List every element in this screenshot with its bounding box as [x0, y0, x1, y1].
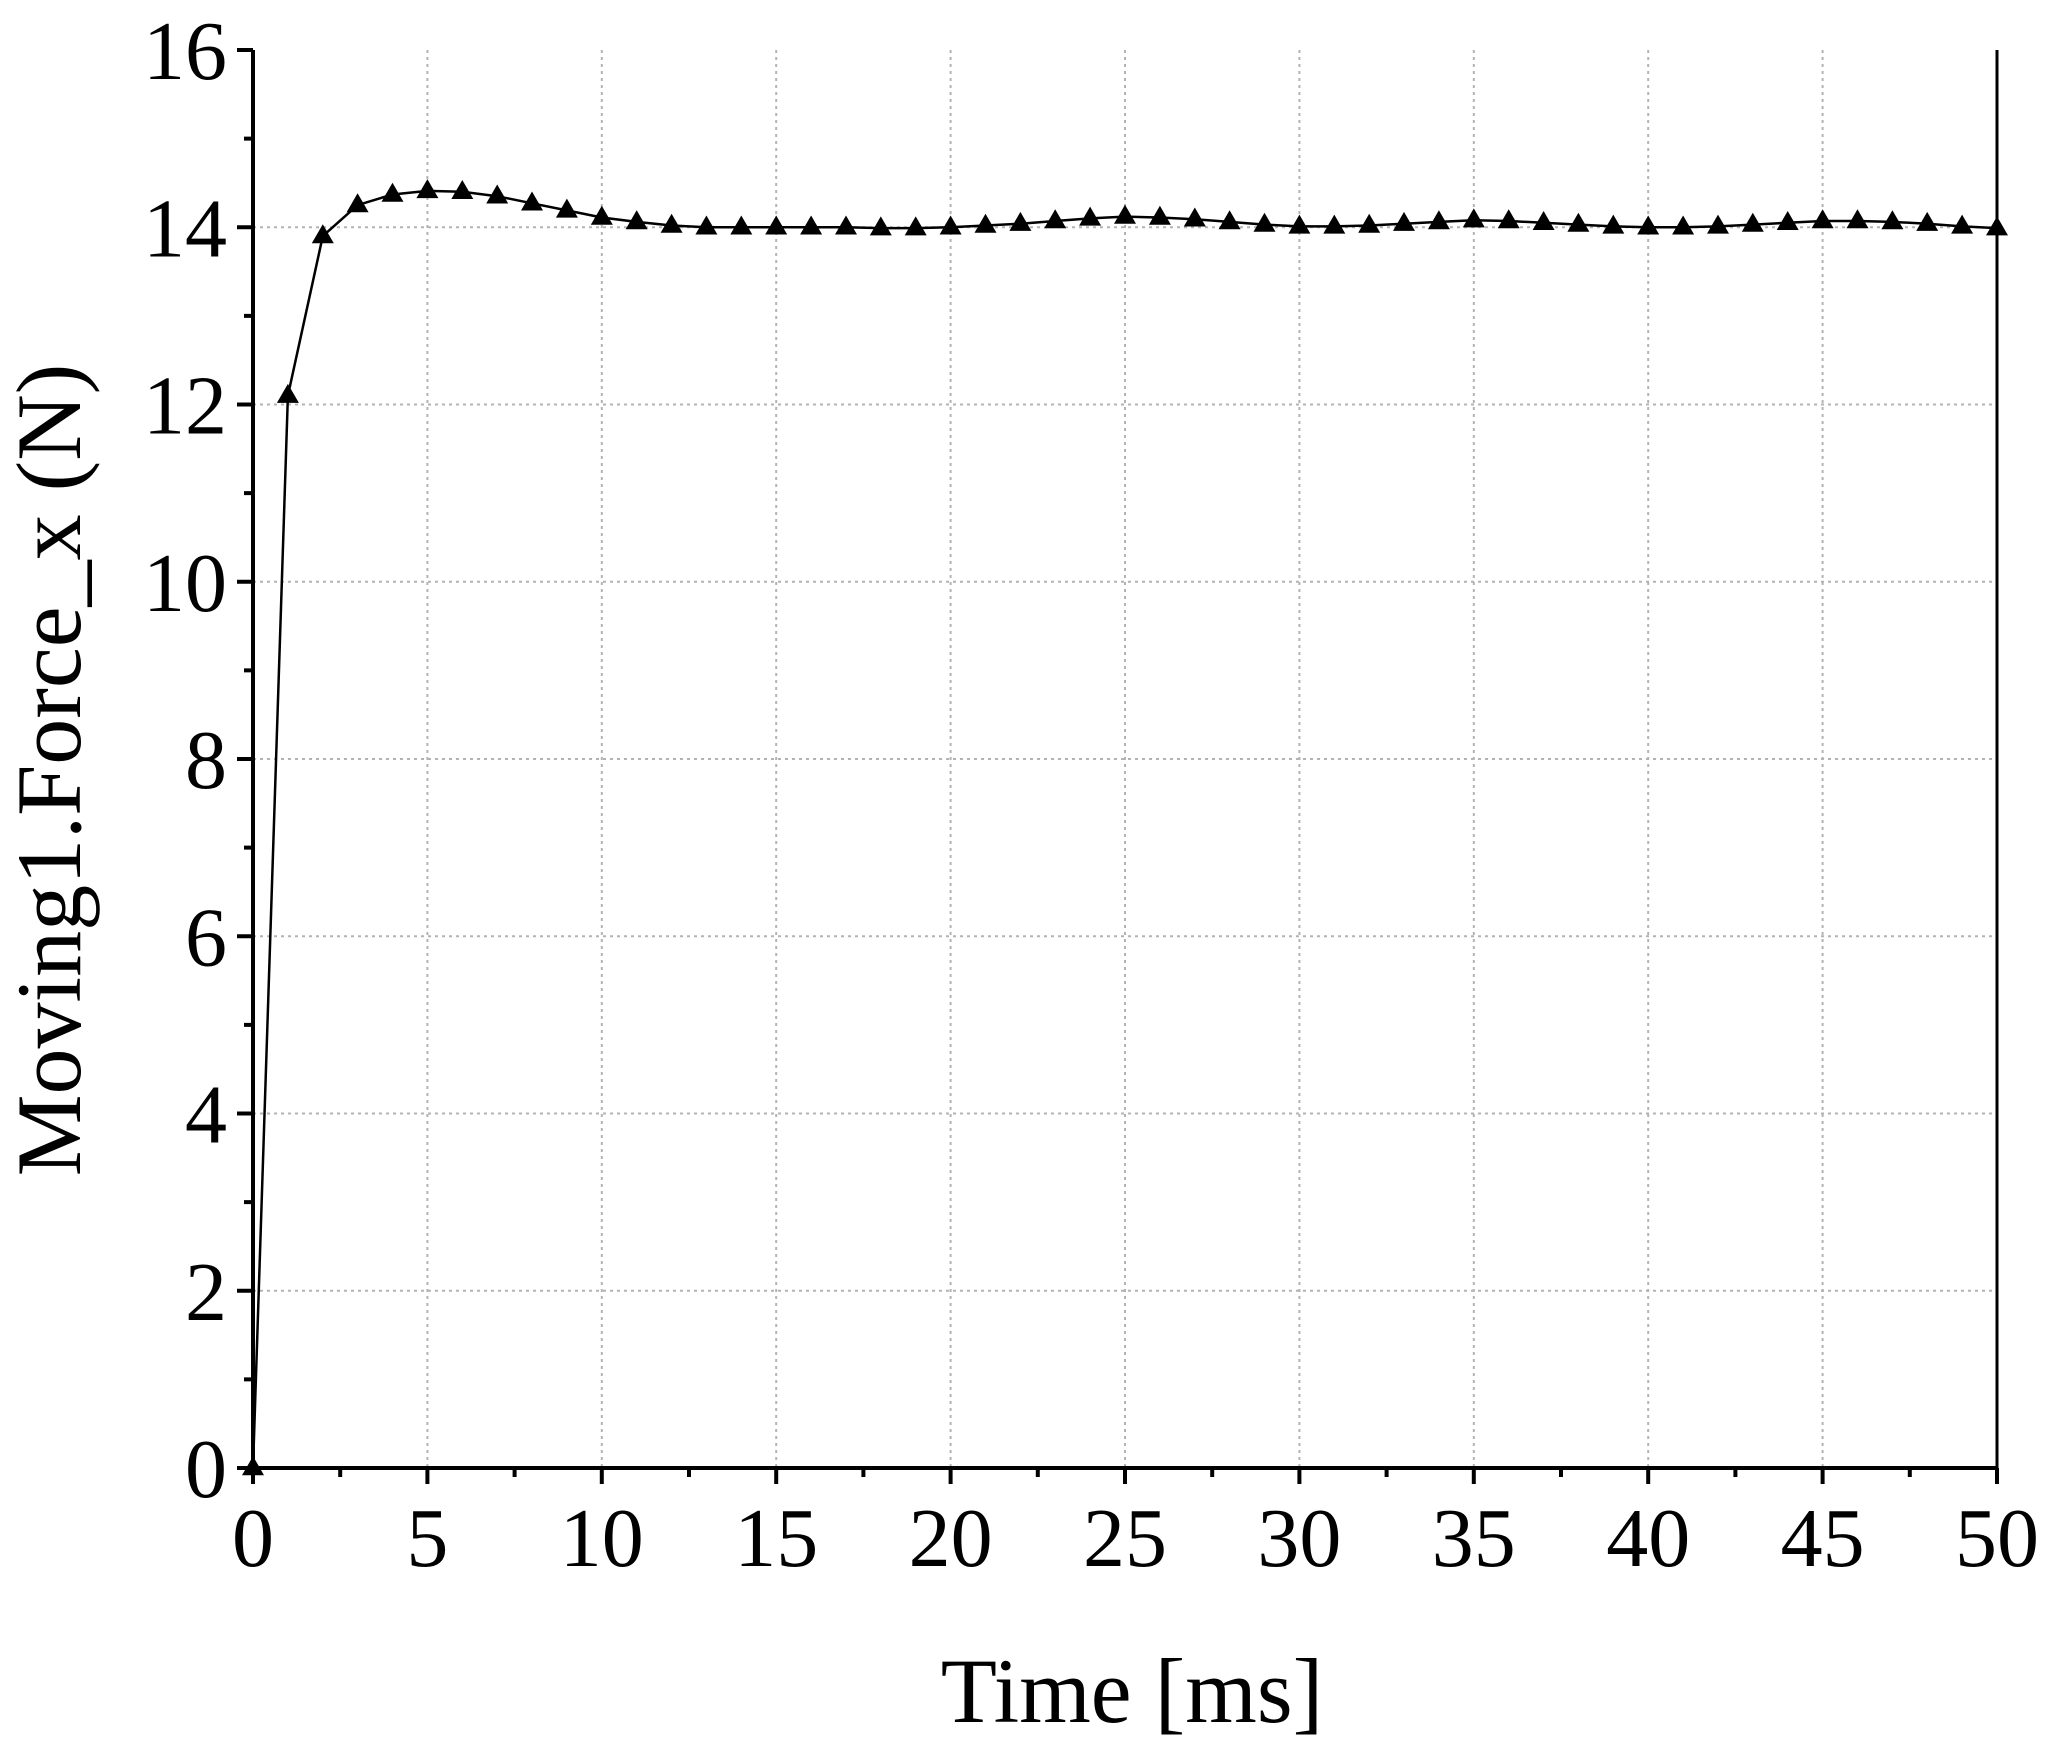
data-point — [1567, 212, 1590, 232]
x-tick-label: 35 — [1432, 1492, 1516, 1585]
data-point — [974, 213, 997, 233]
data-point — [904, 216, 927, 236]
data-point — [625, 210, 648, 230]
x-tick-label: 30 — [1257, 1492, 1341, 1585]
y-tick-label: 12 — [143, 360, 227, 453]
data-point — [1427, 210, 1450, 230]
data-point — [1532, 211, 1555, 230]
axes — [237, 48, 1999, 1484]
x-tick-label: 25 — [1083, 1492, 1167, 1585]
grid-lines — [253, 50, 1997, 1468]
data-point — [1183, 207, 1206, 227]
x-tick-label: 40 — [1606, 1492, 1690, 1585]
data-point — [590, 205, 613, 225]
data-point — [1148, 205, 1171, 225]
data-point — [1253, 212, 1276, 232]
data-point — [1811, 209, 1834, 229]
data-point — [1776, 211, 1799, 230]
data-point — [1602, 214, 1625, 234]
x-tick-label: 5 — [406, 1492, 448, 1585]
data-point — [1672, 215, 1695, 235]
data-point — [276, 383, 299, 403]
data-point — [1393, 211, 1415, 231]
data-point — [1288, 214, 1311, 234]
data-point — [869, 216, 892, 236]
x-tick-label: 50 — [1955, 1492, 2039, 1585]
x-tick-label: 45 — [1781, 1492, 1865, 1585]
data-point — [1707, 214, 1729, 234]
data-point — [660, 213, 683, 233]
data-point — [800, 215, 823, 235]
data-point — [416, 179, 439, 199]
series-layer — [242, 179, 2008, 1476]
data-point — [730, 215, 753, 235]
data-point — [1497, 209, 1520, 229]
data-point — [451, 180, 474, 199]
data-point — [1881, 210, 1904, 230]
data-point — [1637, 215, 1660, 235]
data-point — [1916, 211, 1939, 231]
data-point — [695, 215, 718, 235]
data-point — [1358, 213, 1381, 233]
data-point — [346, 193, 369, 213]
data-point — [1218, 210, 1241, 230]
data-point — [1951, 214, 1974, 234]
data-point — [765, 215, 788, 235]
x-tick-label: 0 — [232, 1492, 274, 1585]
data-point — [939, 215, 962, 235]
y-tick-label: 8 — [185, 714, 227, 807]
data-point — [1462, 208, 1485, 228]
data-point — [381, 182, 404, 202]
data-point — [1323, 214, 1346, 234]
data-point — [555, 198, 578, 218]
y-tick-label: 0 — [185, 1423, 227, 1516]
data-point — [486, 184, 509, 204]
x-tick-label: 10 — [560, 1492, 644, 1585]
y-tick-label: 10 — [143, 537, 227, 630]
y-tick-label: 16 — [143, 5, 227, 98]
data-point — [1079, 206, 1102, 226]
y-tick-label: 2 — [185, 1246, 227, 1339]
y-axis-title: Moving1.Force_x (N) — [0, 364, 100, 1177]
x-tick-label: 20 — [909, 1492, 993, 1585]
data-point — [1009, 211, 1032, 231]
data-point — [1044, 209, 1067, 229]
data-point — [521, 191, 543, 211]
y-tick-label: 6 — [185, 891, 227, 984]
tick-labels: 0 5 10 15 20 25 30 35 40 45 50 0 2 4 6 8 10 12 14 16 — [143, 5, 2039, 1585]
data-point — [311, 224, 334, 244]
x-axis-title: Time [ms] — [941, 1640, 1324, 1740]
y-tick-label: 4 — [185, 1069, 227, 1162]
x-tick-label: 15 — [734, 1492, 818, 1585]
data-point — [835, 215, 857, 235]
data-point — [1846, 209, 1869, 229]
data-point — [1741, 212, 1764, 232]
data-point — [1114, 204, 1136, 224]
y-tick-label: 14 — [143, 182, 227, 275]
